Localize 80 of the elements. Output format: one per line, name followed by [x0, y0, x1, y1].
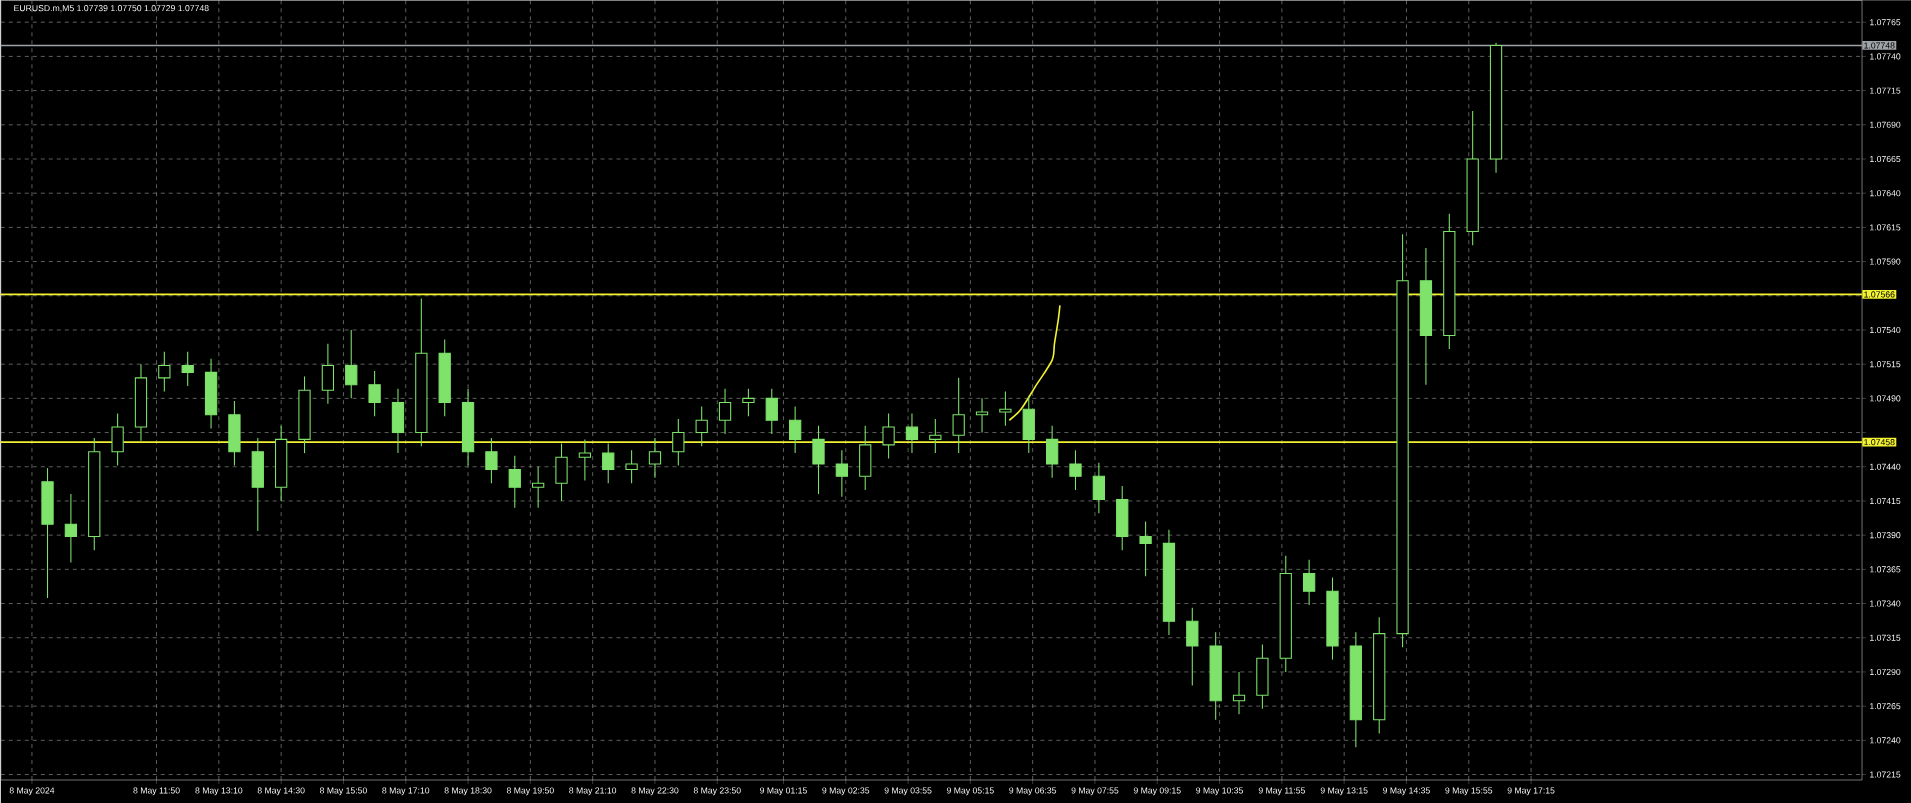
- y-tick-label: 1.07240: [1870, 737, 1901, 744]
- y-tick-label: 1.07665: [1870, 155, 1901, 163]
- chart-title: EURUSD.m,M5 1.07739 1.07750 1.07729 1.07748: [14, 5, 209, 13]
- candlestick: [532, 466, 545, 509]
- x-tick-label: 9 May 02:35: [822, 787, 870, 796]
- candlestick: [1092, 462, 1105, 514]
- ref-line-label: 1.07566: [1864, 291, 1895, 298]
- candlestick: [765, 388, 778, 435]
- x-tick-label: 8 May 18:30: [444, 787, 492, 796]
- candlestick: [672, 418, 685, 466]
- candlestick: [882, 412, 895, 460]
- x-tick-label: 9 May 10:35: [1196, 787, 1244, 796]
- x-tick-label: 9 May 11:55: [1258, 787, 1306, 796]
- candlestick: [742, 388, 755, 417]
- candlestick: [718, 388, 732, 435]
- ref-line-label: 1.07748: [1864, 42, 1895, 49]
- candlestick: [625, 449, 638, 484]
- x-tick-label: 8 May 21:10: [569, 787, 617, 796]
- y-tick-label: 1.07515: [1870, 361, 1901, 368]
- y-tick-label: 1.07640: [1870, 190, 1901, 197]
- x-tick-label: 9 May 09:15: [1133, 787, 1181, 796]
- line-series: [1008, 304, 1061, 422]
- candlestick: [508, 455, 521, 509]
- candlestick: [345, 329, 358, 399]
- x-tick-label: 8 May 2024: [9, 787, 55, 796]
- y-tick-label: 1.07315: [1870, 634, 1901, 641]
- candlestick: [1232, 671, 1246, 715]
- candlestick: [648, 437, 662, 479]
- candlestick: [1069, 449, 1082, 491]
- x-tick-label: 8 May 22:30: [631, 787, 679, 796]
- x-tick-label: 8 May 19:50: [506, 787, 554, 796]
- x-tick-label: 8 May 14:30: [257, 787, 305, 796]
- candlestick: [181, 351, 194, 387]
- x-tick-label: 9 May 03:55: [884, 787, 932, 796]
- candlestick: [835, 449, 849, 498]
- y-tick-label: 1.07765: [1870, 19, 1901, 26]
- y-tick-label: 1.07740: [1870, 53, 1901, 60]
- candlestick: [788, 406, 802, 454]
- y-tick-label: 1.07415: [1870, 497, 1901, 505]
- x-tick-label: 9 May 13:15: [1320, 787, 1368, 796]
- x-tick-label: 9 May 05:15: [946, 787, 994, 796]
- candlestick: [695, 406, 708, 447]
- candlestick: [999, 390, 1012, 427]
- y-tick-label: 1.07490: [1870, 395, 1901, 402]
- x-tick-label: 9 May 14:35: [1383, 787, 1430, 796]
- y-tick-label: 1.07390: [1870, 532, 1901, 539]
- y-tick-label: 1.07540: [1870, 326, 1901, 334]
- x-tick-label: 9 May 01:15: [760, 787, 807, 796]
- candlestick: [929, 418, 942, 454]
- x-tick-label: 9 May 07:55: [1071, 787, 1119, 796]
- y-tick-label: 1.07265: [1870, 703, 1901, 710]
- x-tick-label: 9 May 15:55: [1445, 787, 1493, 796]
- x-tick-label: 8 May 11:50: [133, 787, 180, 796]
- y-tick-label: 1.07365: [1870, 566, 1901, 573]
- x-tick-label: 9 May 17:15: [1507, 787, 1555, 796]
- y-tick-label: 1.07590: [1870, 258, 1901, 265]
- candlestick: [1139, 520, 1152, 577]
- x-tick-label: 8 May 15:50: [319, 787, 367, 796]
- y-tick-label: 1.07690: [1870, 121, 1901, 128]
- ref-line-label: 1.07458: [1864, 439, 1895, 446]
- x-tick-label: 8 May 17:10: [382, 787, 430, 796]
- candlestick: [952, 377, 965, 454]
- x-tick-label: 8 May 23:50: [693, 787, 741, 796]
- x-tick-label: 8 May 13:10: [195, 787, 243, 796]
- candlestick: [64, 493, 78, 564]
- y-tick-label: 1.07615: [1870, 224, 1901, 231]
- y-tick-label: 1.07440: [1870, 463, 1901, 470]
- candlestick: [975, 397, 989, 434]
- y-tick-label: 1.07715: [1870, 87, 1901, 94]
- y-tick-label: 1.07340: [1870, 600, 1901, 607]
- candlestick: [578, 438, 592, 481]
- candlestick: [158, 351, 171, 393]
- candlestick: [485, 437, 498, 484]
- y-tick-label: 1.07290: [1870, 668, 1901, 675]
- candlestick: [905, 412, 919, 454]
- y-tick-label: 1.07215: [1870, 771, 1901, 778]
- candlestick: [1302, 559, 1316, 606]
- x-tick-label: 9 May 06:35: [1009, 787, 1057, 796]
- candlestick: [368, 370, 381, 417]
- candlestick: [602, 442, 615, 484]
